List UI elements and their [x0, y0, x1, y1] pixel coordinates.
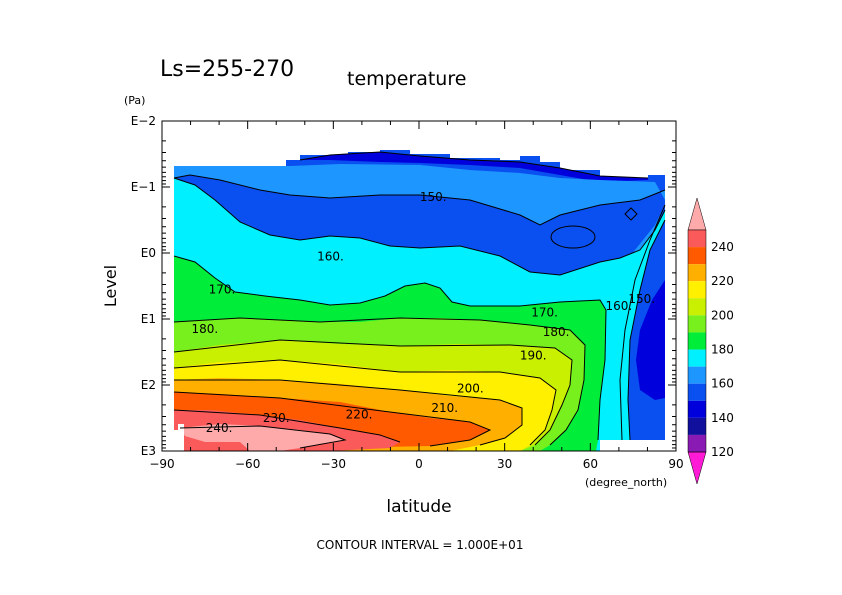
band-130-140-top: [300, 152, 648, 182]
cold-blob: [551, 226, 595, 248]
contour-label: 240.: [206, 421, 233, 435]
y-tick-label: E−1: [131, 180, 156, 194]
y-unit-label: (Pa): [124, 94, 145, 107]
contour-label: 160.: [317, 249, 344, 263]
x-tick-label: 90: [668, 457, 683, 471]
colorbar-swatch: [688, 264, 706, 282]
contour-label: 220.: [346, 408, 373, 422]
x-tick-label: −60: [235, 457, 260, 471]
colorbar-swatch: [688, 383, 706, 401]
y-tick-label: E2: [141, 378, 156, 392]
colorbar-label: 220: [711, 274, 734, 288]
band-east-coldest: [636, 280, 665, 400]
contour-label: 150.: [420, 190, 447, 204]
contour-label: 180.: [543, 325, 570, 339]
x-tick-label: 60: [583, 457, 598, 471]
colorbar-label: 180: [711, 343, 734, 357]
colorbar-swatch: [688, 434, 706, 452]
x-unit-label: (degree_north): [585, 476, 667, 489]
colorbar-frame: [687, 229, 707, 453]
colorbar-label: 160: [711, 377, 734, 391]
x-axis: −90 −60 −30 0 30 60 90: [149, 121, 684, 471]
colorbar-bottom-arrow: [687, 451, 707, 485]
colorbar-swatch: [688, 332, 706, 350]
colorbar-label: 240: [711, 240, 734, 254]
contour-label: 230.: [263, 411, 290, 425]
colorbar-swatch: [688, 298, 706, 316]
contour-interval-note: CONTOUR INTERVAL = 1.000E+01: [317, 538, 524, 552]
colorbar-top-arrow: [687, 197, 707, 231]
contour-label: 200.: [457, 381, 484, 395]
colorbar-swatch: [688, 315, 706, 333]
contour-lines: [173, 151, 666, 449]
below-ground: [174, 424, 665, 451]
colorbar-swatch: [688, 247, 706, 265]
contour-label: 170.: [209, 282, 236, 296]
colorbar: 240 220 200 180 160 140 120: [687, 197, 734, 485]
colorbar-swatch: [688, 349, 706, 367]
variable-title: temperature: [347, 68, 466, 90]
x-tick-label: 30: [497, 457, 512, 471]
contour-labels: 150.160.170.180.170.180.190.200.210.220.…: [191, 190, 655, 435]
colorbar-label: 140: [711, 411, 734, 425]
contour-fill: 150.160.170.180.170.180.190.200.210.220.…: [173, 150, 666, 451]
colorbar-swatch: [688, 230, 706, 248]
colorbar-swatch: [688, 281, 706, 299]
y-axis: E−2 E−1 E0 E1 E2 E3: [131, 114, 676, 458]
season-title: Ls=255-270: [160, 57, 294, 82]
y-tick-label: E3: [141, 444, 156, 458]
contour-label: 170.: [531, 305, 558, 319]
contour-label: 190.: [520, 348, 547, 362]
y-tick-label: E0: [141, 246, 156, 260]
x-tick-label: −30: [321, 457, 346, 471]
x-tick-label: −90: [149, 457, 174, 471]
colorbar-label: 200: [711, 308, 734, 322]
colorbar-swatch: [688, 417, 706, 435]
y-tick-label: E−2: [131, 114, 156, 128]
colorbar-label: 120: [711, 445, 734, 459]
contour-label: 160.: [606, 299, 633, 313]
y-axis-title: Level: [101, 265, 120, 307]
contour-label: 210.: [431, 401, 458, 415]
colorbar-swatch: [688, 400, 706, 418]
x-axis-title: latitude: [386, 497, 451, 517]
contour-label: 180.: [191, 322, 218, 336]
colorbar-swatch: [688, 366, 706, 384]
y-tick-label: E1: [141, 312, 156, 326]
contour-label: 150.: [628, 292, 655, 306]
x-tick-label: 0: [415, 457, 423, 471]
